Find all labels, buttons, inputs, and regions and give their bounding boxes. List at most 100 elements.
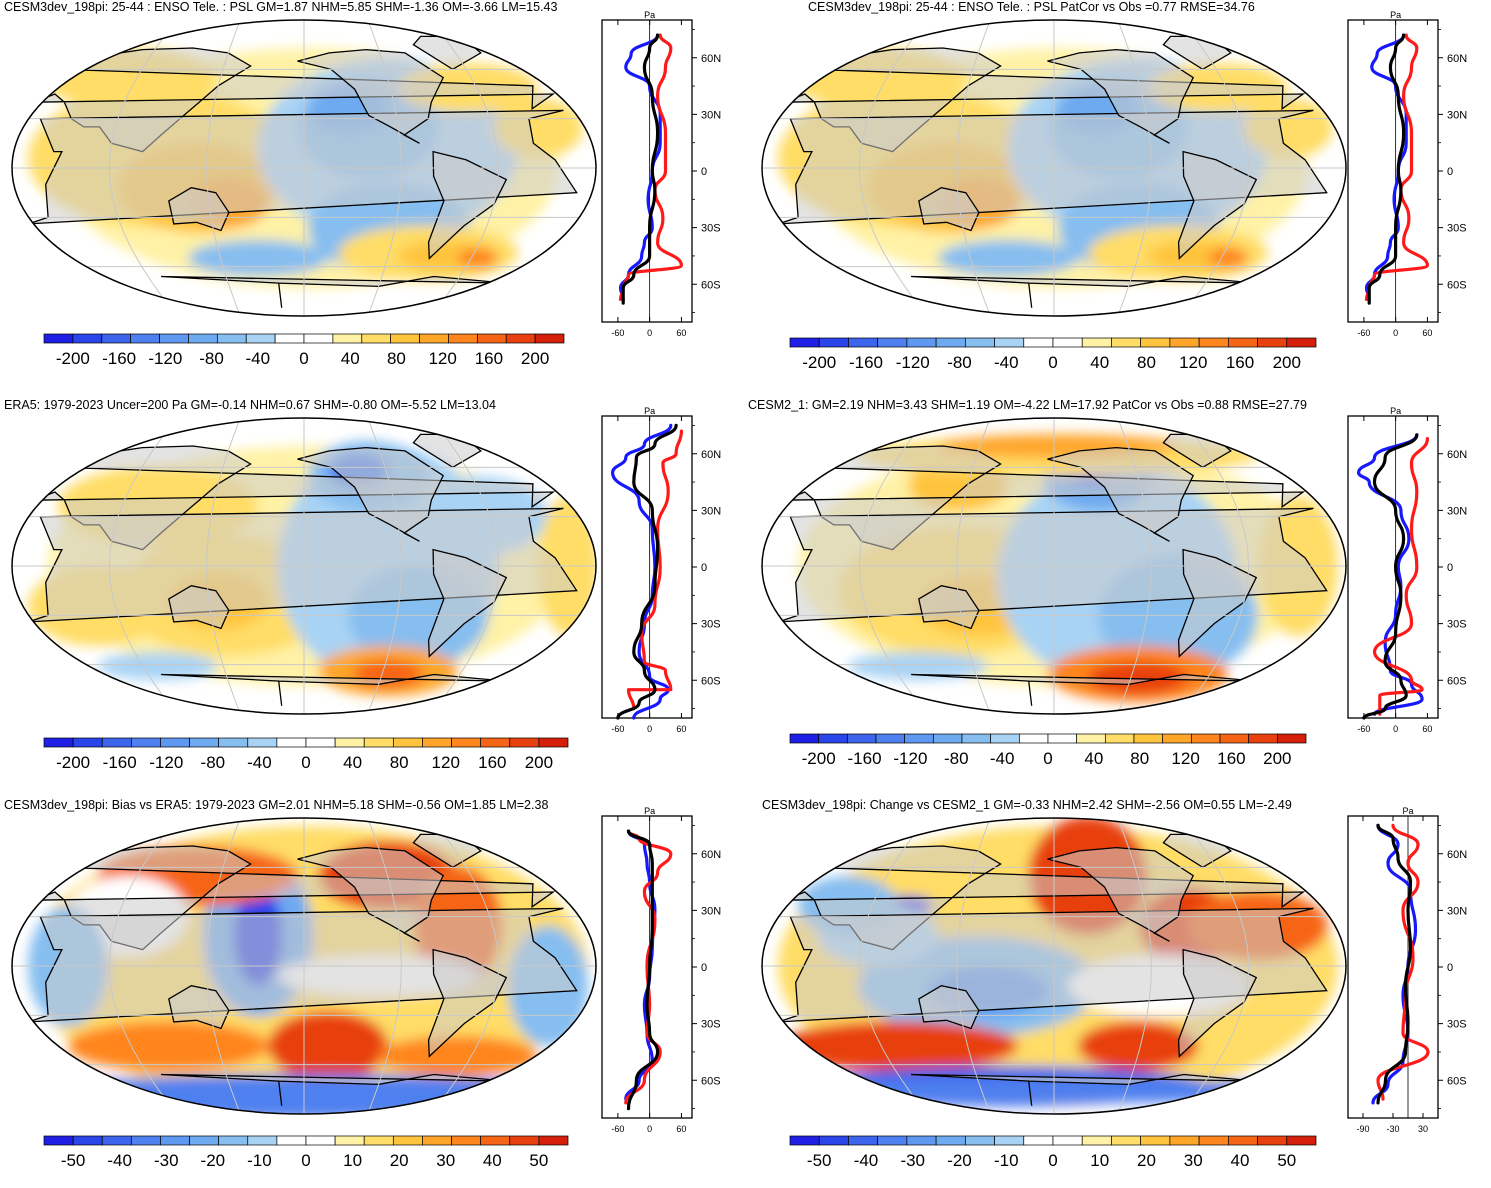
colorbar: -50 -40 -30 -20 -10 0 10 20 30 40 50 — [43, 1135, 569, 1170]
colorbar-label: 120 — [1171, 749, 1199, 768]
colorbar-swatch — [274, 333, 305, 344]
continent-outline — [918, 985, 980, 1030]
colorbar-label: -50 — [61, 1151, 86, 1170]
colorbar-label: 80 — [390, 753, 409, 772]
colorbar-swatch — [480, 1135, 511, 1146]
colorbar-swatch — [1257, 337, 1288, 348]
continent-outline — [297, 48, 445, 144]
robinson-map — [761, 417, 1347, 715]
colorbar-label: -200 — [56, 753, 90, 772]
anomaly-region — [778, 1021, 1018, 1071]
continent-outline — [297, 846, 445, 942]
colorbar-swatch — [1023, 1135, 1054, 1146]
colorbar-label: 200 — [1273, 353, 1301, 372]
graticule-lon — [1181, 818, 1250, 1114]
continent-outline — [297, 446, 445, 542]
profile-lat-label: 30N — [701, 505, 721, 517]
colorbar-swatch — [1076, 733, 1106, 744]
profile-lat-label: 60N — [701, 53, 721, 65]
colorbar-label: 20 — [1137, 1151, 1156, 1170]
colorbar-swatch — [1276, 733, 1307, 744]
continent-outline — [427, 150, 508, 260]
colorbar-swatch — [245, 333, 276, 344]
profile-x-label: -60 — [1357, 328, 1370, 338]
colorbar-label: -80 — [947, 353, 972, 372]
profile-lat-label: 30S — [1447, 619, 1467, 631]
colorbar-swatch — [1169, 337, 1200, 348]
colorbar-swatch — [1162, 733, 1192, 744]
graticule-lon — [367, 418, 402, 714]
colorbar-swatch — [448, 333, 478, 344]
profile-unit: Pa — [644, 806, 655, 816]
graticule-lon — [858, 20, 927, 316]
profile-lat-label: 0 — [701, 166, 707, 178]
colorbar-swatch — [1111, 337, 1142, 348]
panel-title: CESM2_1: GM=2.19 NHM=3.43 SHM=1.19 OM=-4… — [748, 398, 1307, 412]
colorbar-swatch — [935, 337, 966, 348]
colorbar-swatch — [392, 1135, 423, 1146]
colorbar-label: 20 — [390, 1151, 409, 1170]
colorbar-swatch — [218, 1135, 249, 1146]
colorbar: -50 -40 -30 -20 -10 0 10 20 30 40 50 — [789, 1135, 1317, 1170]
colorbar-swatch — [1104, 733, 1135, 744]
colorbar-swatch — [1018, 733, 1049, 744]
colorbar-swatch — [538, 1135, 569, 1146]
colorbar-swatch — [932, 733, 963, 744]
continent-outline — [28, 907, 578, 1023]
map-border — [11, 417, 597, 715]
colorbar-swatch — [1169, 1135, 1200, 1146]
colorbar-label: -30 — [900, 1151, 925, 1170]
colorbar: -200 -160 -120 -80 -40 0 40 80 120 160 200 — [43, 737, 569, 772]
colorbar-swatch — [130, 737, 161, 748]
colorbar-swatch — [390, 333, 420, 344]
profile-lat-label: 60N — [1447, 849, 1467, 861]
profile-x-label: -60 — [611, 328, 624, 338]
colorbar-swatch — [218, 737, 249, 748]
colorbar-swatch — [1052, 337, 1083, 348]
colorbar-swatch — [964, 337, 995, 348]
colorbar-label: -120 — [148, 349, 182, 368]
colorbar-swatch — [1198, 1135, 1229, 1146]
continent-outline — [168, 585, 230, 630]
graticule-lon — [1117, 818, 1152, 1114]
colorbar-swatch — [305, 1135, 336, 1146]
colorbar-swatch — [789, 337, 820, 348]
graticule-lon — [956, 818, 991, 1114]
anomaly-region — [188, 240, 328, 276]
profile-lat-label: 30N — [1447, 905, 1467, 917]
colorbar-swatch — [101, 737, 132, 748]
colorbar-swatch — [422, 737, 452, 748]
colorbar-label: 80 — [387, 349, 406, 368]
graticule-lon — [367, 20, 402, 316]
anomaly-region — [268, 1011, 388, 1081]
colorbar: -200 -160 -120 -80 -40 0 40 80 120 160 200 — [789, 733, 1307, 768]
colorbar-swatch — [189, 737, 220, 748]
profile-lat-label: 0 — [701, 562, 707, 574]
colorbar-label: -80 — [201, 753, 226, 772]
profile-x-label: -90 — [1356, 1124, 1369, 1134]
continent-outline — [1177, 948, 1258, 1058]
colorbar-swatch — [451, 1135, 482, 1146]
panel-title: CESM3dev_198pi: Change vs CESM2_1 GM=-0.… — [762, 798, 1292, 812]
colorbar-label: 0 — [1048, 1151, 1057, 1170]
colorbar-swatch — [877, 1135, 908, 1146]
panel-title: CESM3dev_198pi: 25-44 : ENSO Tele. : PSL… — [4, 0, 558, 14]
colorbar-swatch — [305, 737, 336, 748]
continent-outline — [778, 109, 1328, 225]
graticule-lon — [858, 418, 927, 714]
zonal-mean-profile: Pa 60N 30N 0 30S 60S -60 0 60 — [1347, 10, 1467, 338]
colorbar-swatch — [935, 1135, 966, 1146]
panel-title: CESM3dev_198pi: 25-44 : ENSO Tele. : PSL… — [808, 0, 1255, 14]
colorbar-swatch — [160, 1135, 190, 1146]
continent-outline — [1047, 846, 1195, 942]
profile-lat-label: 60S — [1447, 1075, 1467, 1087]
colorbar-label: -200 — [802, 353, 836, 372]
profile-x-label: 30 — [1418, 1124, 1428, 1134]
continent-outline — [1177, 548, 1258, 658]
colorbar-swatch — [160, 737, 190, 748]
profile-lat-label: 0 — [1447, 962, 1453, 974]
colorbar-swatch — [906, 1135, 937, 1146]
colorbar-swatch — [419, 333, 449, 344]
colorbar-swatch — [451, 737, 482, 748]
profile-line-red — [1376, 823, 1430, 1101]
